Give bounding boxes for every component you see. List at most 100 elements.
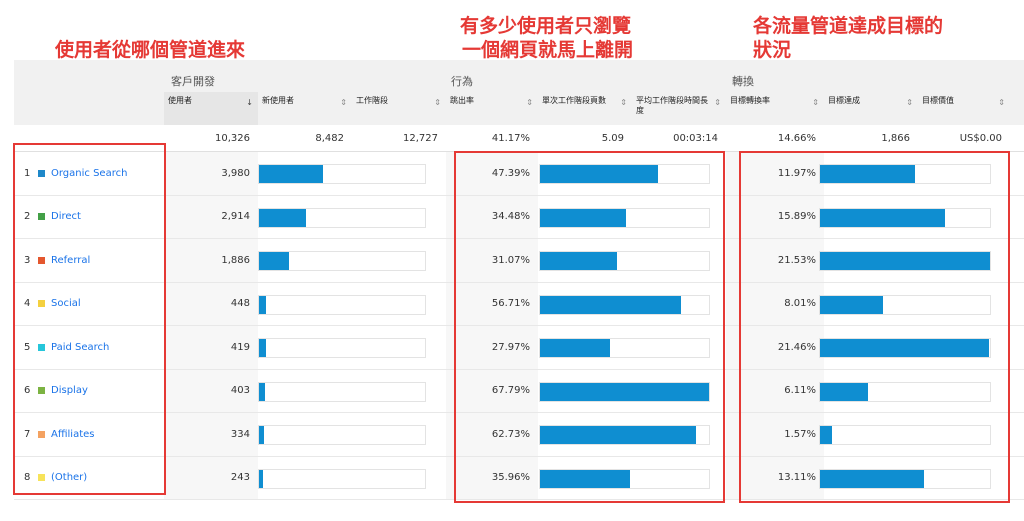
column-header-avg-session-duration[interactable]: 平均工作階段時間長度 ⇕ — [632, 92, 726, 125]
total-new-users: 8,482 — [315, 133, 344, 144]
channel-link[interactable]: Display — [51, 385, 88, 397]
bounce-rate-bar — [540, 339, 610, 357]
channel-color-swatch — [38, 213, 45, 221]
column-header-goal-value[interactable]: 目標價值 ⇕ — [918, 92, 1010, 125]
users-share-bar — [259, 469, 263, 488]
users-value: 243 — [230, 472, 250, 484]
goal-conv-rate-bar — [820, 165, 915, 183]
column-header-goal-completions[interactable]: 目標達成 ⇕ — [824, 92, 918, 125]
row-index: 2 — [24, 211, 31, 223]
channel-link[interactable]: Social — [51, 298, 81, 310]
users-share-bar — [259, 339, 266, 357]
goal-conv-rate-bar — [820, 382, 869, 401]
total-goal-value: US$0.00 — [959, 133, 1002, 144]
column-header-sessions[interactable]: 工作階段 ⇕ — [352, 92, 446, 125]
bounce-rate-value: 67.79% — [491, 385, 530, 397]
value-cell-background — [726, 282, 824, 325]
bounce-rate-bar-track — [539, 207, 710, 228]
sort-icon: ⇕ — [998, 98, 1005, 107]
users-value: 3,980 — [221, 167, 250, 179]
users-share-bar — [259, 382, 266, 401]
value-cell-background — [164, 152, 258, 195]
column-header-bounce-rate[interactable]: 跳出率 ⇕ — [446, 92, 538, 125]
value-cell-background — [446, 195, 538, 238]
table-row: 5 Paid Search 419 27.97% 21.46% — [14, 326, 1024, 370]
channel-cell: 8 (Other) — [14, 457, 164, 500]
users-share-bar — [259, 252, 290, 270]
goal-conv-rate-value: 8.01% — [784, 298, 816, 310]
goal-conv-rate-value: 1.57% — [784, 428, 816, 440]
row-index: 7 — [24, 428, 31, 440]
value-cell-background — [726, 369, 824, 412]
channel-link[interactable]: (Other) — [51, 472, 88, 484]
value-cell-background — [446, 413, 538, 456]
table-row: 6 Display 403 67.79% 6.11% — [14, 369, 1024, 413]
channel-cell: 5 Paid Search — [14, 326, 164, 369]
bounce-rate-bar — [540, 165, 659, 183]
users-share-bar-track — [258, 251, 426, 271]
bounce-rate-value: 35.96% — [491, 472, 530, 484]
value-cell-background — [446, 369, 538, 412]
column-header-new-users[interactable]: 新使用者 ⇕ — [258, 92, 352, 125]
sort-icon: ⇕ — [906, 98, 913, 107]
bounce-rate-value: 31.07% — [491, 254, 530, 266]
goal-conv-rate-bar — [820, 295, 884, 314]
value-cell-background — [164, 282, 258, 325]
channel-rows: 1 Organic Search 3,980 47.39% 11.97% 2 Direct 2… — [14, 152, 1024, 510]
channel-link[interactable]: Organic Search — [51, 167, 128, 179]
table-row: 3 Referral 1,886 31.07% 21.53% — [14, 239, 1024, 283]
value-cell-background — [726, 152, 824, 195]
column-header-pages-per-session[interactable]: 單次工作階段頁數 ⇕ — [538, 92, 632, 125]
total-pages-per-session: 5.09 — [601, 133, 624, 144]
goal-conv-rate-value: 6.11% — [784, 385, 816, 397]
value-cell-background — [446, 456, 538, 499]
channel-link[interactable]: Affiliates — [51, 428, 95, 440]
goal-conv-rate-bar-track — [819, 468, 991, 489]
value-cell-background — [164, 369, 258, 412]
value-cell-background — [446, 326, 538, 369]
group-acquisition: 客戶開發 — [171, 75, 215, 88]
value-cell-background — [164, 239, 258, 282]
bounce-rate-value: 27.97% — [491, 341, 530, 353]
column-label-users: 使用者 — [168, 96, 192, 105]
column-label-goal-conv-rate: 目標轉換率 — [730, 96, 770, 105]
annotation-bounce-line2: 一個網頁就馬上離開 — [462, 39, 634, 61]
value-cell-background — [726, 413, 824, 456]
annotation-bounce-explanation: 有多少使用者只瀏覽 一個網頁就馬上離開 — [460, 14, 633, 62]
total-users: 10,326 — [215, 133, 250, 144]
goal-conv-rate-value: 11.97% — [777, 167, 816, 179]
metric-header-row: 使用者 ↓ 新使用者 ⇕ 工作階段 ⇕ 跳出率 ⇕ 單次工作階段頁數 ⇕ 平均工… — [14, 92, 1024, 125]
channel-cell: 3 Referral — [14, 239, 164, 282]
table-row: 4 Social 448 56.71% 8.01% — [14, 282, 1024, 326]
column-label-goal-value: 目標價值 — [922, 96, 954, 105]
goal-conv-rate-bar-track — [819, 425, 991, 445]
total-sessions: 12,727 — [403, 133, 438, 144]
value-cell-background — [164, 326, 258, 369]
goal-conv-rate-bar — [820, 469, 924, 488]
sort-icon: ⇕ — [620, 98, 627, 107]
row-index: 6 — [24, 385, 31, 397]
bounce-rate-bar-track — [539, 251, 710, 271]
column-header-goal-conv-rate[interactable]: 目標轉換率 ⇕ — [726, 92, 824, 125]
bounce-rate-bar-track — [539, 425, 710, 445]
goal-conv-rate-bar-track — [819, 164, 991, 184]
group-conversion: 轉換 — [732, 75, 754, 88]
goal-conv-rate-value: 13.11% — [777, 472, 816, 484]
row-index: 3 — [24, 254, 31, 266]
channel-cell: 2 Direct — [14, 196, 164, 239]
channel-link[interactable]: Referral — [51, 254, 91, 266]
bounce-rate-value: 47.39% — [491, 167, 530, 179]
channel-link[interactable]: Paid Search — [51, 341, 110, 353]
users-share-bar-track — [258, 468, 426, 489]
channel-link[interactable]: Direct — [51, 211, 81, 223]
users-share-bar — [259, 165, 323, 183]
value-cell-background — [164, 456, 258, 499]
users-share-bar-track — [258, 207, 426, 228]
row-index: 4 — [24, 298, 31, 310]
column-header-users[interactable]: 使用者 ↓ — [164, 92, 258, 125]
users-share-bar-track — [258, 164, 426, 184]
sort-icon: ⇕ — [714, 98, 721, 107]
total-goal-completions: 1,866 — [881, 133, 910, 144]
users-share-bar-track — [258, 338, 426, 358]
users-share-bar — [259, 208, 306, 227]
